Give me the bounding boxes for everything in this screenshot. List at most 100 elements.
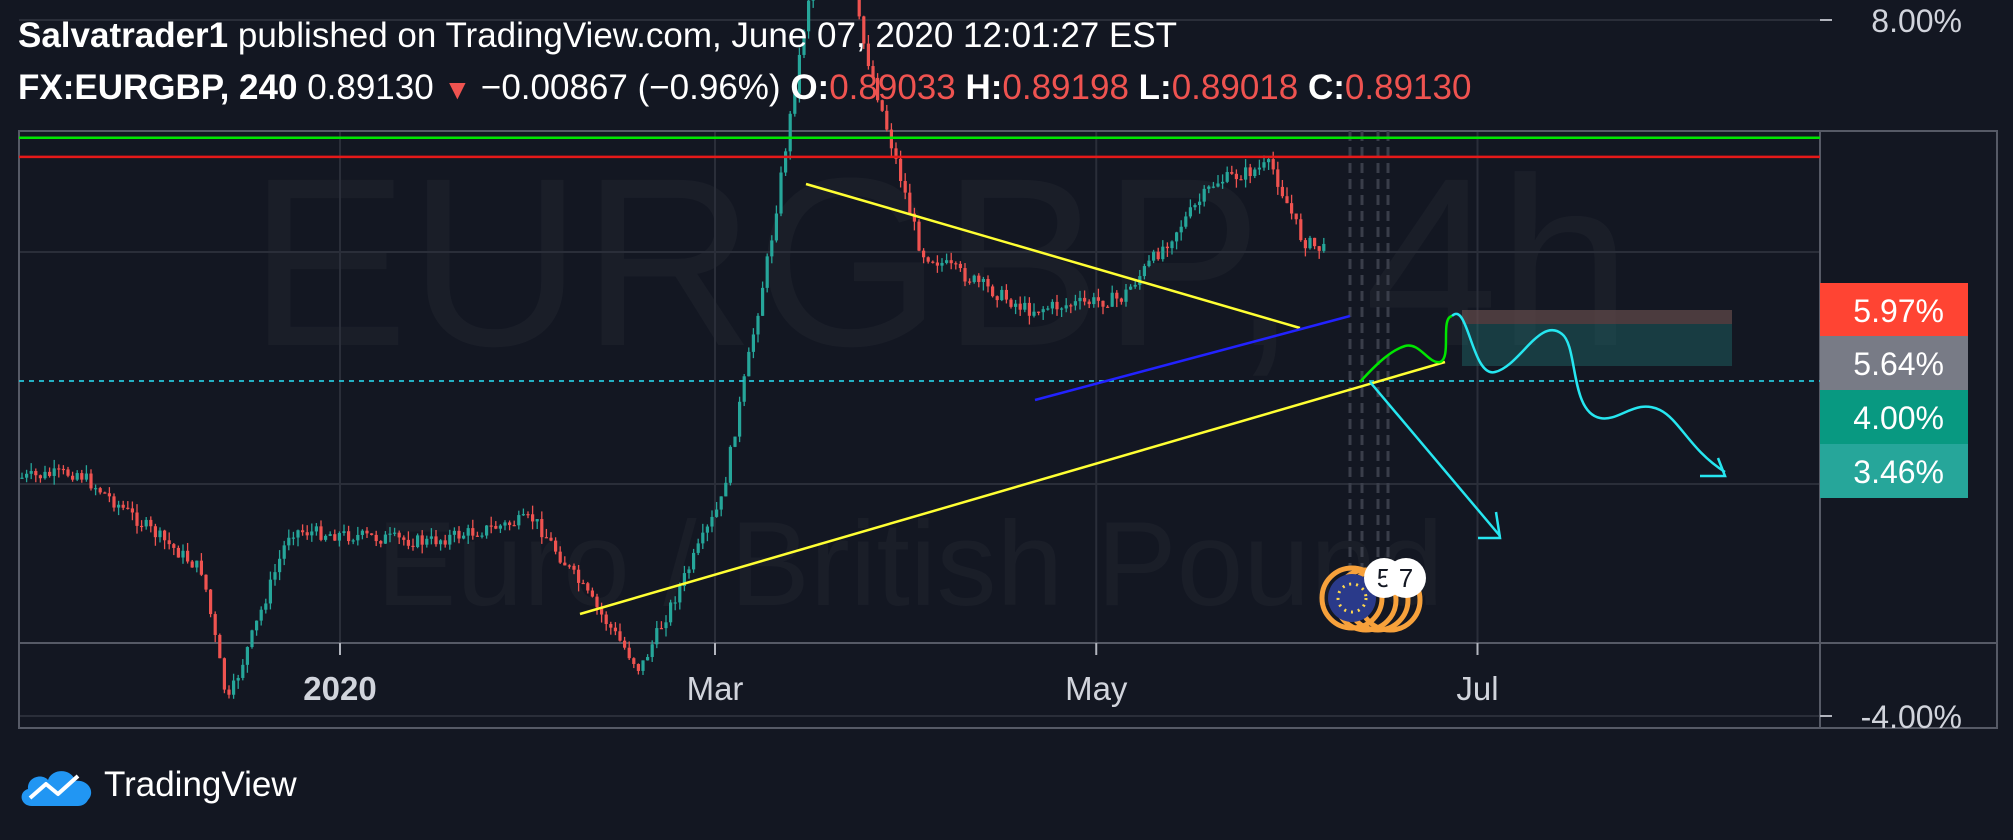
price-axis[interactable]: 12.00%8.00%-4.00%5.97%5.64%4.00%3.46% xyxy=(1820,0,1968,735)
candle-body xyxy=(1152,251,1156,261)
time-tick-label: 2020 xyxy=(303,670,376,707)
price-badge[interactable] xyxy=(1820,336,1968,390)
candle-body xyxy=(1018,303,1022,310)
price-badge-label: 3.46% xyxy=(1853,454,1944,490)
candle-body xyxy=(650,644,654,658)
candle-body xyxy=(535,519,539,522)
candle-body xyxy=(567,565,571,567)
event-ring[interactable] xyxy=(1319,565,1385,631)
eu-stars-icon xyxy=(1336,582,1368,614)
time-axis[interactable]: 2020 Mar May Jul xyxy=(303,643,1499,707)
candle-body xyxy=(613,627,617,632)
candle-body xyxy=(1322,243,1326,251)
close-value: 0.89130 xyxy=(1344,68,1472,107)
candle-body xyxy=(738,401,742,437)
candle-body xyxy=(241,664,245,678)
publish-line: Salvatrader1 published on TradingView.co… xyxy=(18,14,1177,58)
candle-body xyxy=(696,543,700,553)
candle-body xyxy=(1257,167,1261,170)
candle-body xyxy=(383,534,387,544)
candle-body xyxy=(655,628,659,645)
candle-body xyxy=(1037,311,1041,313)
candle-body xyxy=(337,533,341,541)
brand-name: TradingView xyxy=(104,765,297,804)
price-badge[interactable] xyxy=(1820,390,1968,444)
candle-body xyxy=(986,278,990,287)
candle-body xyxy=(972,275,976,283)
candle-body xyxy=(1060,308,1064,310)
candle-body xyxy=(1000,289,1004,301)
candle-body xyxy=(554,540,558,552)
time-tick-label: Jul xyxy=(1456,670,1498,707)
candle-body xyxy=(471,528,475,536)
candle-body xyxy=(89,473,93,489)
candle-body xyxy=(149,519,153,527)
candle-body xyxy=(259,609,263,621)
symbol-line: FX:EURGBP, 240 0.89130 ▼ −0.00867 (−0.96… xyxy=(18,66,1471,112)
candle-body xyxy=(213,614,217,635)
candle-body xyxy=(199,560,203,575)
price-tick-label: 8.00% xyxy=(1871,3,1962,39)
candle-body xyxy=(604,614,608,625)
candle-body xyxy=(1064,305,1068,309)
candle-body xyxy=(416,535,420,548)
price-badge[interactable] xyxy=(1820,444,1968,498)
lower-trendline xyxy=(579,360,1446,616)
candle-body xyxy=(724,482,728,497)
candle-body xyxy=(301,530,305,533)
candle-body xyxy=(1267,159,1271,163)
candle-body xyxy=(1092,297,1096,305)
candle-body xyxy=(526,514,530,516)
candle-body xyxy=(1101,300,1105,307)
candle-body xyxy=(38,475,42,479)
candle-body xyxy=(1202,188,1206,202)
candle-body xyxy=(701,532,705,544)
symbol-name[interactable]: FX:EURGBP, 240 xyxy=(18,68,298,107)
price-change: −0.00867 (−0.96%) xyxy=(480,68,781,107)
candle-body xyxy=(347,531,351,542)
channel-line-blue xyxy=(1034,314,1351,402)
arrow-head-icon xyxy=(1478,511,1502,540)
stop-zone xyxy=(1462,310,1732,324)
candle-body xyxy=(1078,297,1082,302)
candle-body xyxy=(517,515,521,526)
candle-body xyxy=(268,579,272,604)
candle-body xyxy=(678,586,682,603)
candle-body xyxy=(512,525,516,527)
open-value: 0.89033 xyxy=(829,68,956,107)
tradingview-brand[interactable]: TradingView xyxy=(18,762,297,808)
candle-body xyxy=(1221,181,1225,184)
candle-body xyxy=(1142,266,1146,277)
candle-body xyxy=(130,508,134,513)
price-badge[interactable] xyxy=(1820,283,1968,337)
candle-body xyxy=(176,547,180,558)
candle-body xyxy=(1170,241,1174,249)
candle-body xyxy=(107,493,111,497)
candle-body xyxy=(66,469,70,476)
price-badge-label: 4.00% xyxy=(1853,400,1944,436)
candle-body xyxy=(103,492,107,494)
candle-body xyxy=(117,504,121,508)
candle-body xyxy=(439,540,443,545)
eu-flag-icon[interactable] xyxy=(1328,574,1376,622)
candle-body xyxy=(558,551,562,563)
candle-body xyxy=(991,286,995,297)
candle-body xyxy=(659,628,663,630)
author-name[interactable]: Salvatrader1 xyxy=(18,16,229,55)
candle-body xyxy=(356,534,360,541)
candle-body xyxy=(25,473,29,478)
candle-body xyxy=(710,516,714,527)
candle-body xyxy=(278,558,282,573)
event-count-badge[interactable] xyxy=(1386,558,1426,598)
candle-body xyxy=(963,268,967,282)
candle-body xyxy=(466,528,470,536)
candle-body xyxy=(931,261,935,263)
candle-body xyxy=(494,525,498,529)
candle-body xyxy=(1161,246,1165,260)
projection-path-green xyxy=(1359,314,1453,383)
candle-body xyxy=(572,565,576,570)
candle-body xyxy=(153,526,157,538)
candle-body xyxy=(692,552,696,570)
